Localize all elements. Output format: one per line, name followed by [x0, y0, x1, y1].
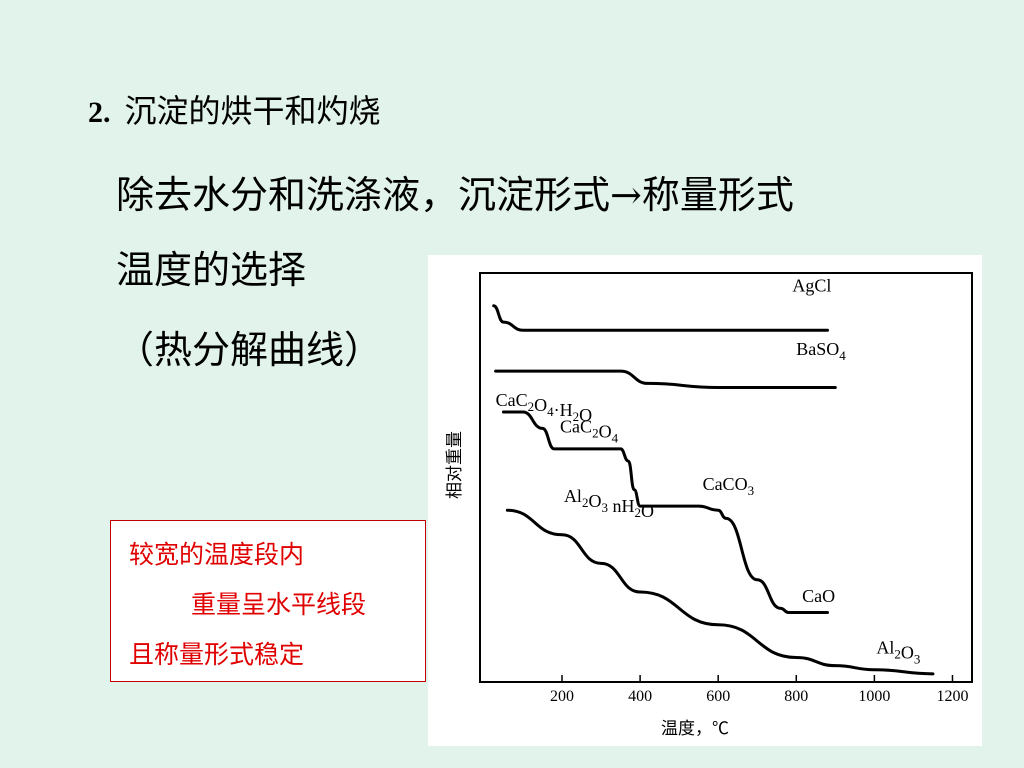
series-label-3: Al2O3 nH2O: [564, 486, 654, 521]
thermal-decomposition-chart: 200 400 600 800 1000 1200 AgCl BaSO4 CaC2O4·H2O…: [445, 272, 973, 738]
x-axis-label: 温度，℃: [661, 719, 729, 738]
annotation-3: Al2O3: [876, 637, 920, 666]
x-tick-label: 1000: [858, 688, 890, 705]
heading-text: 沉淀的烘干和灼烧: [124, 92, 381, 130]
x-tick-label: 400: [628, 688, 652, 705]
heading-number: 2.: [88, 96, 111, 129]
x-tick-label: 200: [550, 688, 574, 705]
x-tick-label: 600: [706, 688, 730, 705]
note-line-2: 重量呈水平线段: [191, 590, 367, 619]
note-box: 较宽的温度段内 重量呈水平线段 且称量形式稳定: [110, 520, 426, 682]
series-label-1: BaSO4: [796, 339, 846, 363]
bullet-line-1: 除去水分和洗涤液，沉淀形式→称量形式: [116, 173, 794, 217]
series-label-2: CaC2O4·H2O: [496, 390, 593, 425]
annotation-2: CaO: [802, 586, 835, 606]
note-line-1: 较宽的温度段内: [129, 540, 305, 569]
bullet-line-3: （热分解曲线）: [116, 328, 383, 372]
annotation-0: CaC2O4: [560, 417, 619, 446]
y-axis-label: 相对重量: [445, 431, 464, 499]
series-line-0: [492, 304, 830, 332]
chart-panel: 200 400 600 800 1000 1200 AgCl BaSO4 CaC2O4·H2O…: [428, 255, 982, 746]
plot-frame: [479, 272, 973, 683]
annotation-1: CaCO3: [703, 474, 755, 498]
series-line-1: [494, 369, 837, 390]
x-tick-label: 1200: [936, 688, 968, 705]
x-tick-label: 800: [784, 688, 808, 705]
heading: 2. 沉淀的烘干和灼烧: [88, 86, 381, 132]
bullet-line-2: 温度的选择: [116, 248, 307, 292]
series-line-3: [505, 508, 935, 676]
note-line-3: 且称量形式稳定: [129, 640, 305, 669]
series-label-0: AgCl: [792, 275, 831, 295]
series-line-2: [501, 410, 830, 614]
